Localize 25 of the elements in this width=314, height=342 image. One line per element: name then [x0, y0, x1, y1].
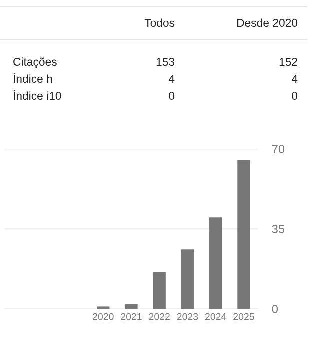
- data-label: 4: [168, 75, 175, 83]
- x-tick-label: 2024: [206, 313, 226, 320]
- data-label: 0: [169, 92, 175, 100]
- x-tick-label: 2021: [121, 313, 142, 320]
- bar: [153, 272, 166, 309]
- y-tick-label: 35: [272, 225, 285, 234]
- x-tick-label: 2025: [234, 313, 254, 320]
- bar: [238, 160, 250, 309]
- bar: [210, 218, 222, 309]
- x-tick-label: 2020: [93, 313, 114, 320]
- y-tick-label: 70: [272, 145, 285, 154]
- data-label: 0: [292, 92, 298, 100]
- category-label: Índice h: [14, 73, 52, 84]
- text: Desde 2020: [238, 18, 298, 28]
- data-label: 4: [292, 75, 298, 83]
- category-label: Índice i10: [14, 90, 62, 100]
- y-tick-label: 0: [272, 305, 278, 314]
- x-tick-label: 2023: [177, 313, 198, 320]
- data-label: 152: [280, 58, 298, 66]
- x-tick-label: 2022: [149, 313, 170, 320]
- text: Todos: [144, 18, 175, 28]
- bar: [181, 250, 194, 309]
- data-label: 153: [156, 58, 174, 66]
- category-label: Citações: [14, 58, 57, 68]
- bar: [125, 304, 138, 309]
